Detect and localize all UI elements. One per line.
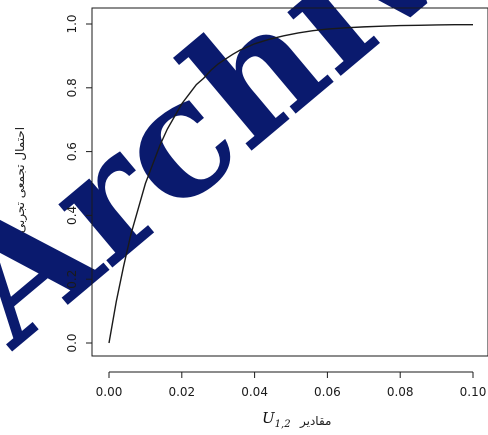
watermark: Archive [0, 0, 488, 381]
x-tick-label: 0.06 [314, 385, 341, 399]
y-tick-label: 1.0 [65, 14, 79, 33]
x-tick-label: 0.00 [96, 385, 123, 399]
y-tick-label: 0.4 [65, 206, 79, 225]
x-axis: 0.00 0.02 0.04 0.06 0.08 0.10 [96, 371, 487, 399]
y-tick-label: 0.0 [65, 333, 79, 352]
x-tick-label: 0.04 [241, 385, 268, 399]
x-axis-title: مقادیر U1,2 [262, 409, 331, 430]
x-tick-label: 0.10 [460, 385, 487, 399]
y-tick-label: 0.6 [65, 142, 79, 161]
x-tick-label: 0.08 [387, 385, 414, 399]
y-tick-label: 0.2 [65, 270, 79, 289]
y-axis: 0.0 0.2 0.4 0.6 0.8 1.0 [65, 14, 93, 353]
y-tick-label: 0.8 [65, 78, 79, 97]
y-axis-title: احتمال تجمعی تجربی [13, 127, 28, 233]
x-axis-title-text: مقادیر [299, 414, 331, 429]
x-tick-label: 0.02 [168, 385, 195, 399]
watermark-text: Archive [0, 0, 488, 381]
ecdf-line [108, 23, 473, 344]
x-axis-title-symbol: U1,2 [262, 409, 291, 430]
